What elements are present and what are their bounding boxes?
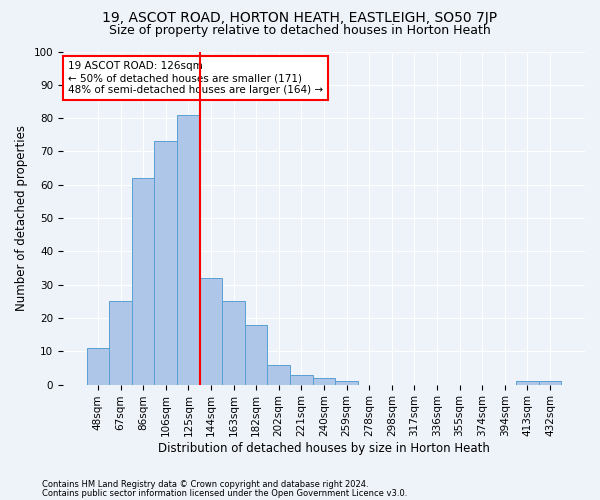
Bar — [86, 348, 109, 385]
Bar — [222, 302, 245, 384]
Bar — [313, 378, 335, 384]
Bar — [109, 302, 132, 384]
Bar — [177, 115, 200, 384]
Bar — [132, 178, 154, 384]
Bar — [200, 278, 222, 384]
Text: 19 ASCOT ROAD: 126sqm
← 50% of detached houses are smaller (171)
48% of semi-det: 19 ASCOT ROAD: 126sqm ← 50% of detached … — [68, 62, 323, 94]
Bar — [154, 142, 177, 384]
Bar — [245, 324, 268, 384]
Bar — [290, 374, 313, 384]
Text: 19, ASCOT ROAD, HORTON HEATH, EASTLEIGH, SO50 7JP: 19, ASCOT ROAD, HORTON HEATH, EASTLEIGH,… — [103, 11, 497, 25]
Bar — [516, 382, 539, 384]
Text: Contains HM Land Registry data © Crown copyright and database right 2024.: Contains HM Land Registry data © Crown c… — [42, 480, 368, 489]
Bar — [539, 382, 561, 384]
Text: Contains public sector information licensed under the Open Government Licence v3: Contains public sector information licen… — [42, 488, 407, 498]
Text: Size of property relative to detached houses in Horton Heath: Size of property relative to detached ho… — [109, 24, 491, 37]
Bar — [268, 364, 290, 384]
Bar — [335, 382, 358, 384]
Y-axis label: Number of detached properties: Number of detached properties — [15, 125, 28, 311]
X-axis label: Distribution of detached houses by size in Horton Heath: Distribution of detached houses by size … — [158, 442, 490, 455]
